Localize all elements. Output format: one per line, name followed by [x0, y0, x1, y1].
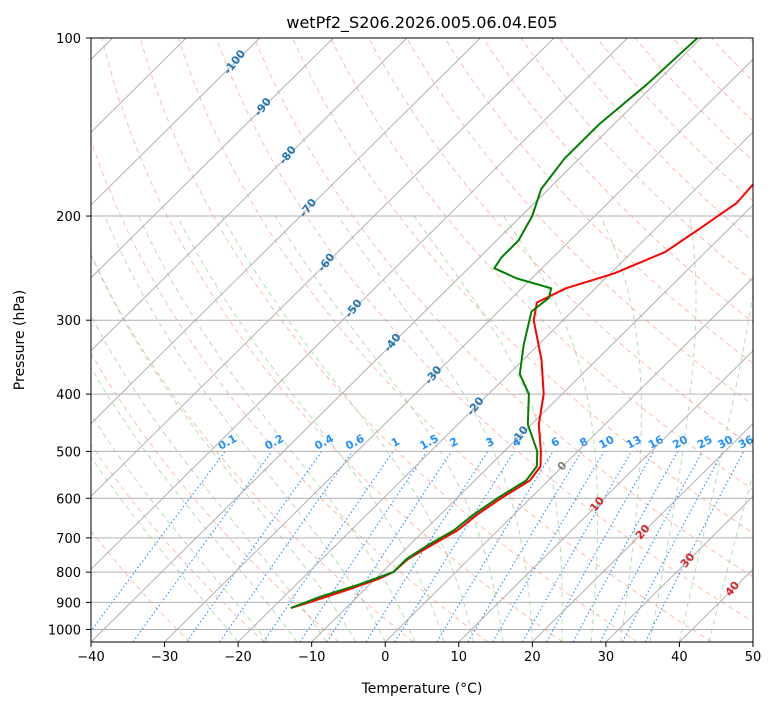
x-tick-label: 50	[745, 650, 762, 665]
x-axis-label: Temperature (°C)	[361, 681, 483, 697]
y-tick-label: 1000	[48, 623, 81, 638]
moist-adiabat	[138, 215, 416, 642]
dry-adiabat	[558, 38, 753, 242]
dry-adiabat	[215, 38, 753, 623]
y-tick-label: 600	[56, 492, 81, 507]
isotherm-line	[91, 38, 261, 206]
x-tick-label: 20	[524, 650, 541, 665]
mixing-ratio-line	[522, 451, 633, 642]
y-tick-label: 900	[56, 596, 81, 611]
x-tick-label: −10	[298, 650, 325, 665]
y-tick-label: 500	[56, 445, 81, 460]
mixing-ratio-line	[219, 451, 354, 642]
mixing-ratio-label: 13	[624, 433, 644, 452]
series-dewpoint	[290, 38, 699, 609]
isotherm-line	[531, 422, 753, 642]
dry-adiabat	[101, 38, 563, 642]
moist-adiabat	[649, 215, 697, 642]
mixing-ratio-line	[436, 451, 554, 642]
y-tick-label: 800	[56, 566, 81, 581]
moist-adiabat	[274, 215, 504, 642]
isotherm-line	[237, 131, 753, 642]
isotherm-line	[164, 58, 753, 642]
moist-adiabat	[678, 290, 753, 642]
moist-adiabat	[503, 215, 599, 642]
dry-adiabat	[596, 38, 753, 202]
mixing-ratio-label: 30	[716, 433, 736, 452]
isotherm-line	[605, 495, 753, 642]
mixing-ratio-line	[599, 451, 703, 642]
y-axis-label: Pressure (hPa)	[12, 290, 28, 390]
mixing-ratio-line	[132, 451, 273, 642]
x-tick-label: 0	[381, 650, 389, 665]
dry-adiabat	[444, 38, 753, 364]
mixing-ratio-line	[299, 451, 428, 642]
moist-adiabat	[708, 472, 753, 642]
x-tick-label: −30	[151, 650, 178, 665]
moist-adiabat	[337, 215, 533, 642]
isotherm-line	[91, 38, 408, 352]
isotherm-line	[91, 38, 555, 498]
moist-adiabat	[176, 215, 445, 642]
moist-adiabat	[600, 215, 642, 642]
dry-adiabat	[91, 139, 489, 642]
moist-adiabat	[91, 366, 298, 642]
chart-title: wetPf2_S206.2026.005.06.04.E05	[286, 13, 557, 33]
x-tick-label: −40	[77, 650, 104, 665]
moist-adiabat	[104, 215, 386, 642]
y-tick-label: 700	[56, 532, 81, 547]
mixing-ratio-label: 25	[695, 433, 715, 452]
x-tick-label: 40	[671, 650, 688, 665]
isotherm-line	[91, 38, 628, 570]
isotherm-line	[384, 277, 753, 642]
plot-frame	[90, 37, 754, 643]
dry-adiabat	[177, 38, 713, 642]
isotherm-line	[91, 38, 334, 279]
dry-adiabat	[520, 38, 753, 283]
y-tick-label: 300	[56, 314, 81, 329]
mixing-ratio-line	[572, 451, 679, 642]
mixing-ratio-label: 10	[597, 433, 617, 452]
moist-adiabat	[91, 456, 239, 642]
mixing-ratio-label: 36	[736, 433, 756, 452]
isotherm-line	[91, 38, 481, 425]
dry-adiabat	[634, 38, 753, 162]
x-tick-label: 10	[451, 650, 468, 665]
dry-adiabat	[406, 38, 753, 406]
x-tick-label: 30	[598, 650, 615, 665]
moist-adiabat	[221, 215, 474, 642]
isotherm-line	[91, 38, 702, 642]
dry-adiabat	[482, 38, 753, 323]
y-tick-label: 100	[56, 32, 81, 47]
y-tick-label: 200	[56, 210, 81, 225]
mixing-ratio-label: 20	[670, 433, 690, 452]
axes: −40 −30 −20 −10 0 10 20 30 40 50 100 200 300 400 500 60…	[48, 32, 761, 665]
data-series	[290, 38, 753, 609]
mixing-ratio-line	[91, 451, 226, 632]
isotherm-line	[311, 204, 753, 642]
mixing-ratio-label: 16	[646, 433, 666, 452]
isotherm-line	[458, 349, 753, 642]
moist-adiabat	[413, 215, 563, 642]
dry-adiabat	[292, 38, 753, 534]
moist-adiabat	[91, 413, 268, 642]
dry-adiabat	[330, 38, 753, 491]
dry-adiabat	[91, 352, 340, 642]
y-tick-label: 400	[56, 388, 81, 403]
mixing-ratio-line	[263, 451, 394, 642]
mixing-ratio-line	[186, 451, 323, 642]
mixing-ratio-line	[365, 451, 489, 642]
dry-adiabat	[91, 530, 191, 642]
x-tick-label: −20	[224, 650, 251, 665]
dry-adiabat	[254, 38, 753, 578]
mixing-ratio-line	[546, 451, 655, 642]
moist-adiabat	[91, 253, 357, 642]
mixing-ratio-line	[326, 451, 453, 642]
